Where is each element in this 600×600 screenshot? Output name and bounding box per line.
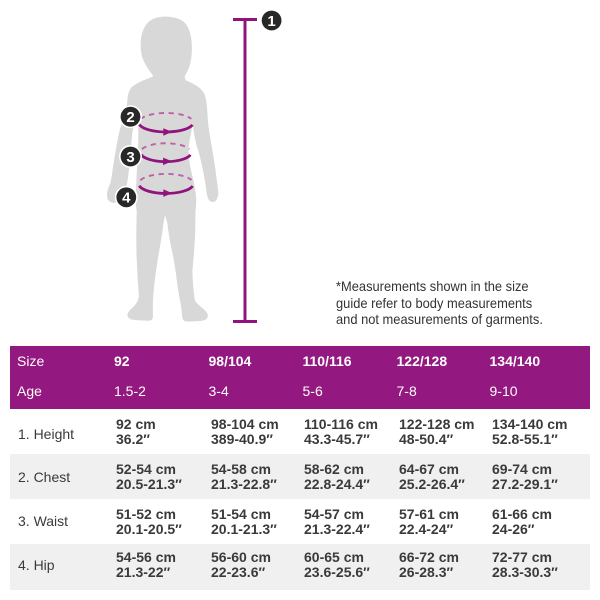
svg-text:1: 1 [267,13,275,30]
svg-text:2: 2 [126,109,134,126]
svg-text:3: 3 [126,149,134,166]
svg-text:4: 4 [122,190,131,207]
